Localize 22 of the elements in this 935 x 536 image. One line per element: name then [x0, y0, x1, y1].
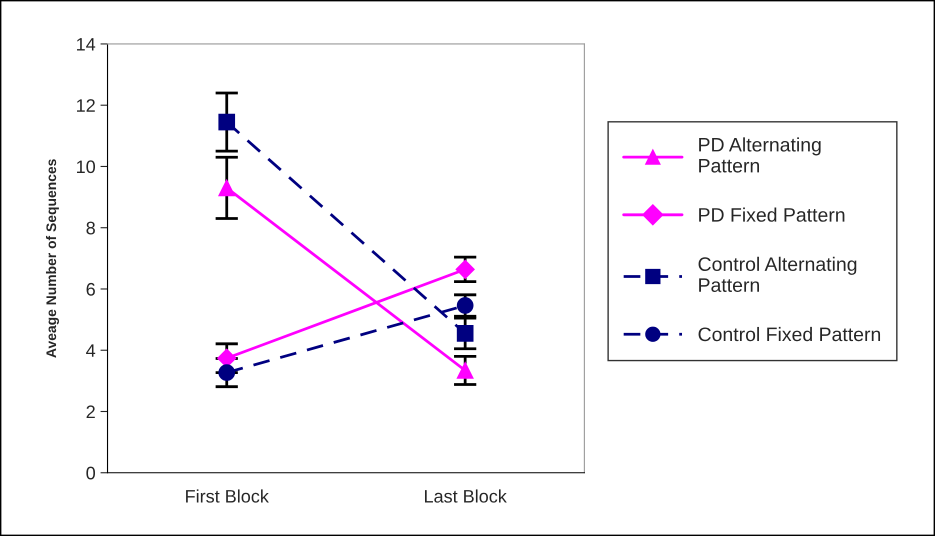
legend-label: Control Alternating Pattern	[698, 256, 856, 292]
point	[218, 180, 236, 196]
point	[456, 325, 474, 342]
y-tick-label: 4	[86, 344, 96, 357]
point	[456, 297, 474, 314]
x-tick-label: First Block	[186, 489, 269, 503]
y-tick-label: 12	[77, 99, 95, 112]
point	[218, 114, 236, 130]
point	[456, 362, 474, 379]
y-tick-label: 8	[86, 222, 95, 234]
y-axis-title: Aveage Number of Sequences	[46, 159, 59, 358]
point	[456, 260, 475, 279]
y-tick-label: 14	[77, 38, 96, 50]
y-tick-label: 0	[86, 466, 96, 480]
legend-label: PD Alternating Pattern	[699, 137, 821, 173]
y-tick-label: 10	[77, 160, 96, 174]
y-tick-label: 2	[86, 405, 95, 418]
y-tick-label: 6	[86, 282, 95, 296]
point	[218, 364, 236, 381]
legend-label: Control Fixed Pattern	[698, 326, 880, 342]
x-tick-label: Last Block	[424, 489, 507, 503]
legend-label: PD Fixed Pattern	[699, 208, 844, 222]
